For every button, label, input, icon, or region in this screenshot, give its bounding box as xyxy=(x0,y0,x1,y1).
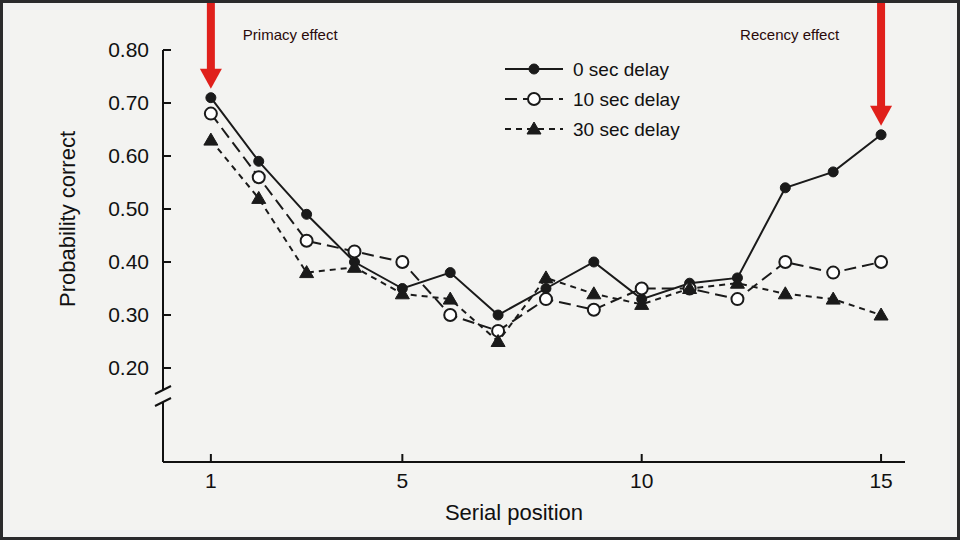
x-tick xyxy=(880,454,882,462)
series-marker xyxy=(780,183,790,193)
series-marker xyxy=(587,287,601,299)
series-line xyxy=(211,140,881,341)
y-axis-title: Probability correct xyxy=(55,131,80,307)
y-tick-label: 0.80 xyxy=(108,38,149,61)
arrow-head xyxy=(870,106,892,126)
series-marker xyxy=(396,256,408,268)
series-marker xyxy=(779,256,791,268)
chart: 0.200.300.400.500.600.700.80151015Serial… xyxy=(3,3,957,537)
arrow-head xyxy=(200,69,222,89)
series-marker xyxy=(589,257,599,267)
series-marker xyxy=(347,260,361,272)
series-marker xyxy=(444,309,456,321)
y-tick xyxy=(163,208,171,210)
series-marker xyxy=(635,297,649,309)
series-marker xyxy=(541,284,551,294)
legend: 0 sec delay 10 sec delay 30 sec delay xyxy=(505,59,680,140)
series-marker xyxy=(443,292,457,304)
series-marker xyxy=(684,283,696,295)
series-marker xyxy=(302,209,312,219)
series-marker xyxy=(876,130,886,140)
legend-marker xyxy=(527,122,541,134)
y-tick-label: 0.20 xyxy=(108,356,149,379)
legend-label: 10 sec delay xyxy=(573,89,680,110)
series-marker xyxy=(540,293,552,305)
x-axis xyxy=(163,461,905,463)
x-axis-title: Serial position xyxy=(445,500,583,525)
axis-break xyxy=(155,386,171,394)
series-marker xyxy=(731,293,743,305)
x-tick-label: 5 xyxy=(397,469,409,492)
x-tick xyxy=(641,454,643,462)
axis-break xyxy=(155,398,171,406)
x-tick-label: 10 xyxy=(630,469,653,492)
series-marker xyxy=(254,156,264,166)
x-tick xyxy=(401,454,403,462)
series-marker xyxy=(730,276,744,288)
series-marker xyxy=(252,191,266,203)
axes: 0.200.300.400.500.600.700.80151015 xyxy=(108,38,905,492)
legend-label: 30 sec delay xyxy=(573,119,680,140)
y-axis-lower xyxy=(162,402,164,462)
y-tick xyxy=(163,261,171,263)
arrow-shaft xyxy=(207,3,215,71)
series-marker xyxy=(395,287,409,299)
y-tick-label: 0.40 xyxy=(108,250,149,273)
series-marker xyxy=(683,282,697,294)
series-marker xyxy=(875,256,887,268)
legend-marker xyxy=(529,64,539,74)
y-tick xyxy=(163,367,171,369)
annotations: Primacy effect Recency effect xyxy=(200,3,892,126)
series-marker xyxy=(826,292,840,304)
series-marker xyxy=(204,133,218,145)
series-marker xyxy=(253,171,265,183)
y-tick xyxy=(163,314,171,316)
legend-marker xyxy=(528,93,540,105)
series-marker xyxy=(539,271,553,283)
series-marker xyxy=(636,283,648,295)
series-marker xyxy=(778,287,792,299)
stage: 0.200.300.400.500.600.700.80151015Serial… xyxy=(0,0,960,540)
y-tick xyxy=(163,102,171,104)
series-marker xyxy=(300,266,314,278)
x-tick-label: 15 xyxy=(869,469,892,492)
x-tick-label: 1 xyxy=(205,469,217,492)
annotation-label: Recency effect xyxy=(740,26,840,43)
y-tick-label: 0.50 xyxy=(108,197,149,220)
series-marker xyxy=(205,108,217,120)
x-tick xyxy=(210,454,212,462)
arrow-shaft xyxy=(877,3,885,108)
series-marker xyxy=(491,335,505,347)
series-marker xyxy=(828,167,838,177)
series-marker xyxy=(874,308,888,320)
series-line xyxy=(211,98,881,315)
series-marker xyxy=(348,245,360,257)
series-marker xyxy=(445,268,455,278)
series-marker xyxy=(588,304,600,316)
y-tick xyxy=(163,49,171,51)
series-marker xyxy=(206,93,216,103)
y-tick-label: 0.30 xyxy=(108,303,149,326)
y-tick-label: 0.60 xyxy=(108,144,149,167)
annotation-label: Primacy effect xyxy=(243,26,339,43)
legend-label: 0 sec delay xyxy=(573,59,670,80)
series-marker xyxy=(301,235,313,247)
y-axis xyxy=(162,50,164,390)
y-tick-label: 0.70 xyxy=(108,91,149,114)
y-tick xyxy=(163,155,171,157)
series-line xyxy=(211,114,881,331)
plot-area xyxy=(204,93,888,347)
series-marker xyxy=(827,267,839,279)
series-marker xyxy=(493,310,503,320)
